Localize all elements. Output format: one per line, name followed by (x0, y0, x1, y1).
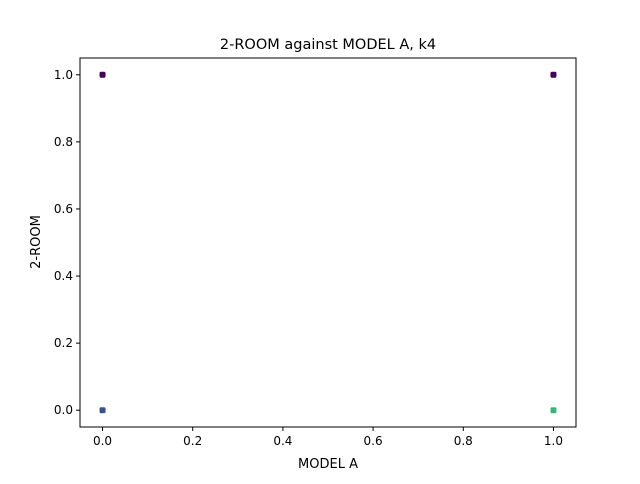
plot-area-frame (79, 57, 577, 428)
y-tick-label: 1.0 (54, 68, 73, 82)
y-tick-label: 0.0 (54, 403, 73, 417)
x-axis-label: MODEL A (298, 457, 358, 472)
x-tick-label: 0.0 (93, 434, 112, 448)
y-tick-label: 0.4 (54, 269, 73, 283)
y-tick-label: 0.6 (54, 202, 73, 216)
scatter-point (550, 71, 557, 78)
x-tick-label: 0.2 (183, 434, 202, 448)
y-axis-label: 2-ROOM (29, 215, 44, 269)
x-tick-label: 1.0 (544, 434, 563, 448)
scatter-point (99, 407, 106, 414)
x-tick-label: 0.6 (364, 434, 383, 448)
ticks-layer: 0.0 0.2 0.4 0.6 0.8 1.0 0.0 0.2 0.4 0.6 0.8 1.0 (54, 68, 563, 448)
chart-title: 2-ROOM against MODEL A, k4 (220, 37, 436, 53)
x-tick-label: 0.4 (273, 434, 292, 448)
scatter-point (99, 71, 106, 78)
y-tick-label: 0.8 (54, 135, 73, 149)
x-tick-label: 0.8 (454, 434, 473, 448)
y-tick-label: 0.2 (54, 336, 73, 350)
scatter-point (550, 407, 557, 414)
points-layer (99, 71, 557, 414)
